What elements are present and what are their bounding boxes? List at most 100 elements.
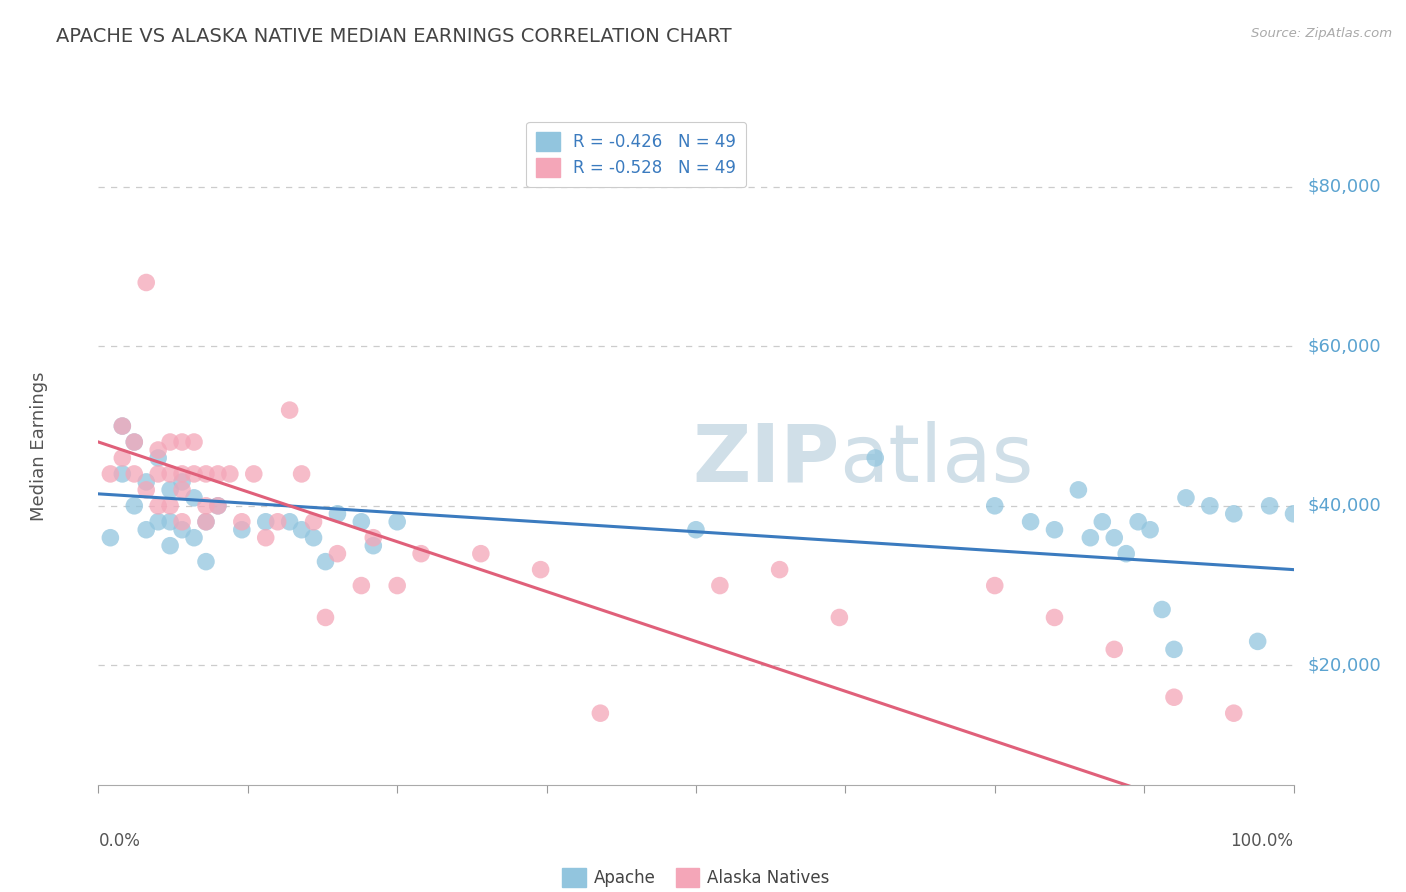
Point bbox=[219, 467, 242, 481]
Point bbox=[1150, 602, 1173, 616]
Point bbox=[135, 483, 157, 497]
Point bbox=[326, 507, 349, 521]
Point bbox=[1282, 507, 1305, 521]
Point bbox=[529, 563, 551, 577]
Point bbox=[363, 539, 385, 553]
Point bbox=[98, 531, 122, 545]
Point bbox=[135, 475, 157, 489]
Point bbox=[172, 483, 194, 497]
Point bbox=[231, 523, 253, 537]
Point bbox=[124, 467, 146, 481]
Text: $20,000: $20,000 bbox=[1308, 657, 1381, 674]
Point bbox=[983, 499, 1005, 513]
Point bbox=[231, 515, 253, 529]
Point bbox=[159, 467, 181, 481]
Point bbox=[183, 435, 205, 450]
Point bbox=[1115, 547, 1137, 561]
Point bbox=[267, 515, 290, 529]
Point bbox=[768, 563, 790, 577]
Point bbox=[1163, 642, 1185, 657]
Point bbox=[111, 419, 134, 434]
Point bbox=[385, 515, 409, 529]
Point bbox=[111, 419, 134, 434]
Point bbox=[290, 467, 312, 481]
Legend: Apache, Alaska Natives: Apache, Alaska Natives bbox=[555, 861, 837, 892]
Point bbox=[1222, 507, 1246, 521]
Point bbox=[1102, 531, 1125, 545]
Point bbox=[159, 515, 181, 529]
Text: Source: ZipAtlas.com: Source: ZipAtlas.com bbox=[1251, 27, 1392, 40]
Point bbox=[1043, 523, 1066, 537]
Point bbox=[254, 531, 277, 545]
Point bbox=[159, 539, 181, 553]
Point bbox=[207, 499, 229, 513]
Point bbox=[135, 276, 157, 290]
Point bbox=[194, 499, 217, 513]
Text: ZIP: ZIP bbox=[692, 420, 839, 499]
Point bbox=[278, 403, 301, 417]
Point bbox=[1163, 690, 1185, 705]
Point bbox=[1258, 499, 1281, 513]
Text: $80,000: $80,000 bbox=[1308, 178, 1381, 196]
Point bbox=[159, 435, 181, 450]
Point bbox=[194, 515, 217, 529]
Point bbox=[1175, 491, 1198, 505]
Point bbox=[1246, 634, 1268, 648]
Point bbox=[1043, 610, 1066, 624]
Point bbox=[172, 475, 194, 489]
Point bbox=[183, 531, 205, 545]
Text: atlas: atlas bbox=[839, 420, 1033, 499]
Point bbox=[685, 523, 707, 537]
Text: $60,000: $60,000 bbox=[1308, 337, 1381, 355]
Point bbox=[135, 523, 157, 537]
Point bbox=[243, 467, 266, 481]
Point bbox=[183, 491, 205, 505]
Point bbox=[124, 435, 146, 450]
Point bbox=[302, 531, 325, 545]
Point bbox=[124, 499, 146, 513]
Text: 100.0%: 100.0% bbox=[1230, 832, 1294, 850]
Point bbox=[207, 499, 229, 513]
Point bbox=[363, 531, 385, 545]
Point bbox=[278, 515, 301, 529]
Point bbox=[183, 467, 205, 481]
Point bbox=[124, 435, 146, 450]
Point bbox=[1222, 706, 1246, 721]
Point bbox=[350, 578, 373, 592]
Point bbox=[589, 706, 612, 721]
Point bbox=[194, 555, 217, 569]
Point bbox=[1139, 523, 1161, 537]
Point bbox=[111, 450, 134, 465]
Point bbox=[1019, 515, 1042, 529]
Point bbox=[326, 547, 349, 561]
Point bbox=[98, 467, 122, 481]
Point bbox=[290, 523, 312, 537]
Point bbox=[828, 610, 851, 624]
Point bbox=[111, 467, 134, 481]
Point bbox=[207, 467, 229, 481]
Text: 0.0%: 0.0% bbox=[98, 832, 141, 850]
Point bbox=[148, 515, 170, 529]
Point bbox=[350, 515, 373, 529]
Point bbox=[1198, 499, 1220, 513]
Point bbox=[411, 547, 433, 561]
Point bbox=[1067, 483, 1090, 497]
Point bbox=[315, 610, 337, 624]
Point bbox=[148, 442, 170, 457]
Point bbox=[194, 515, 217, 529]
Text: APACHE VS ALASKA NATIVE MEDIAN EARNINGS CORRELATION CHART: APACHE VS ALASKA NATIVE MEDIAN EARNINGS … bbox=[56, 27, 733, 45]
Point bbox=[1102, 642, 1125, 657]
Point bbox=[148, 499, 170, 513]
Point bbox=[315, 555, 337, 569]
Point bbox=[172, 523, 194, 537]
Point bbox=[159, 499, 181, 513]
Point bbox=[385, 578, 409, 592]
Point bbox=[194, 467, 217, 481]
Point bbox=[470, 547, 492, 561]
Point bbox=[148, 450, 170, 465]
Point bbox=[983, 578, 1005, 592]
Point bbox=[709, 578, 731, 592]
Point bbox=[148, 467, 170, 481]
Point bbox=[159, 483, 181, 497]
Point bbox=[1080, 531, 1102, 545]
